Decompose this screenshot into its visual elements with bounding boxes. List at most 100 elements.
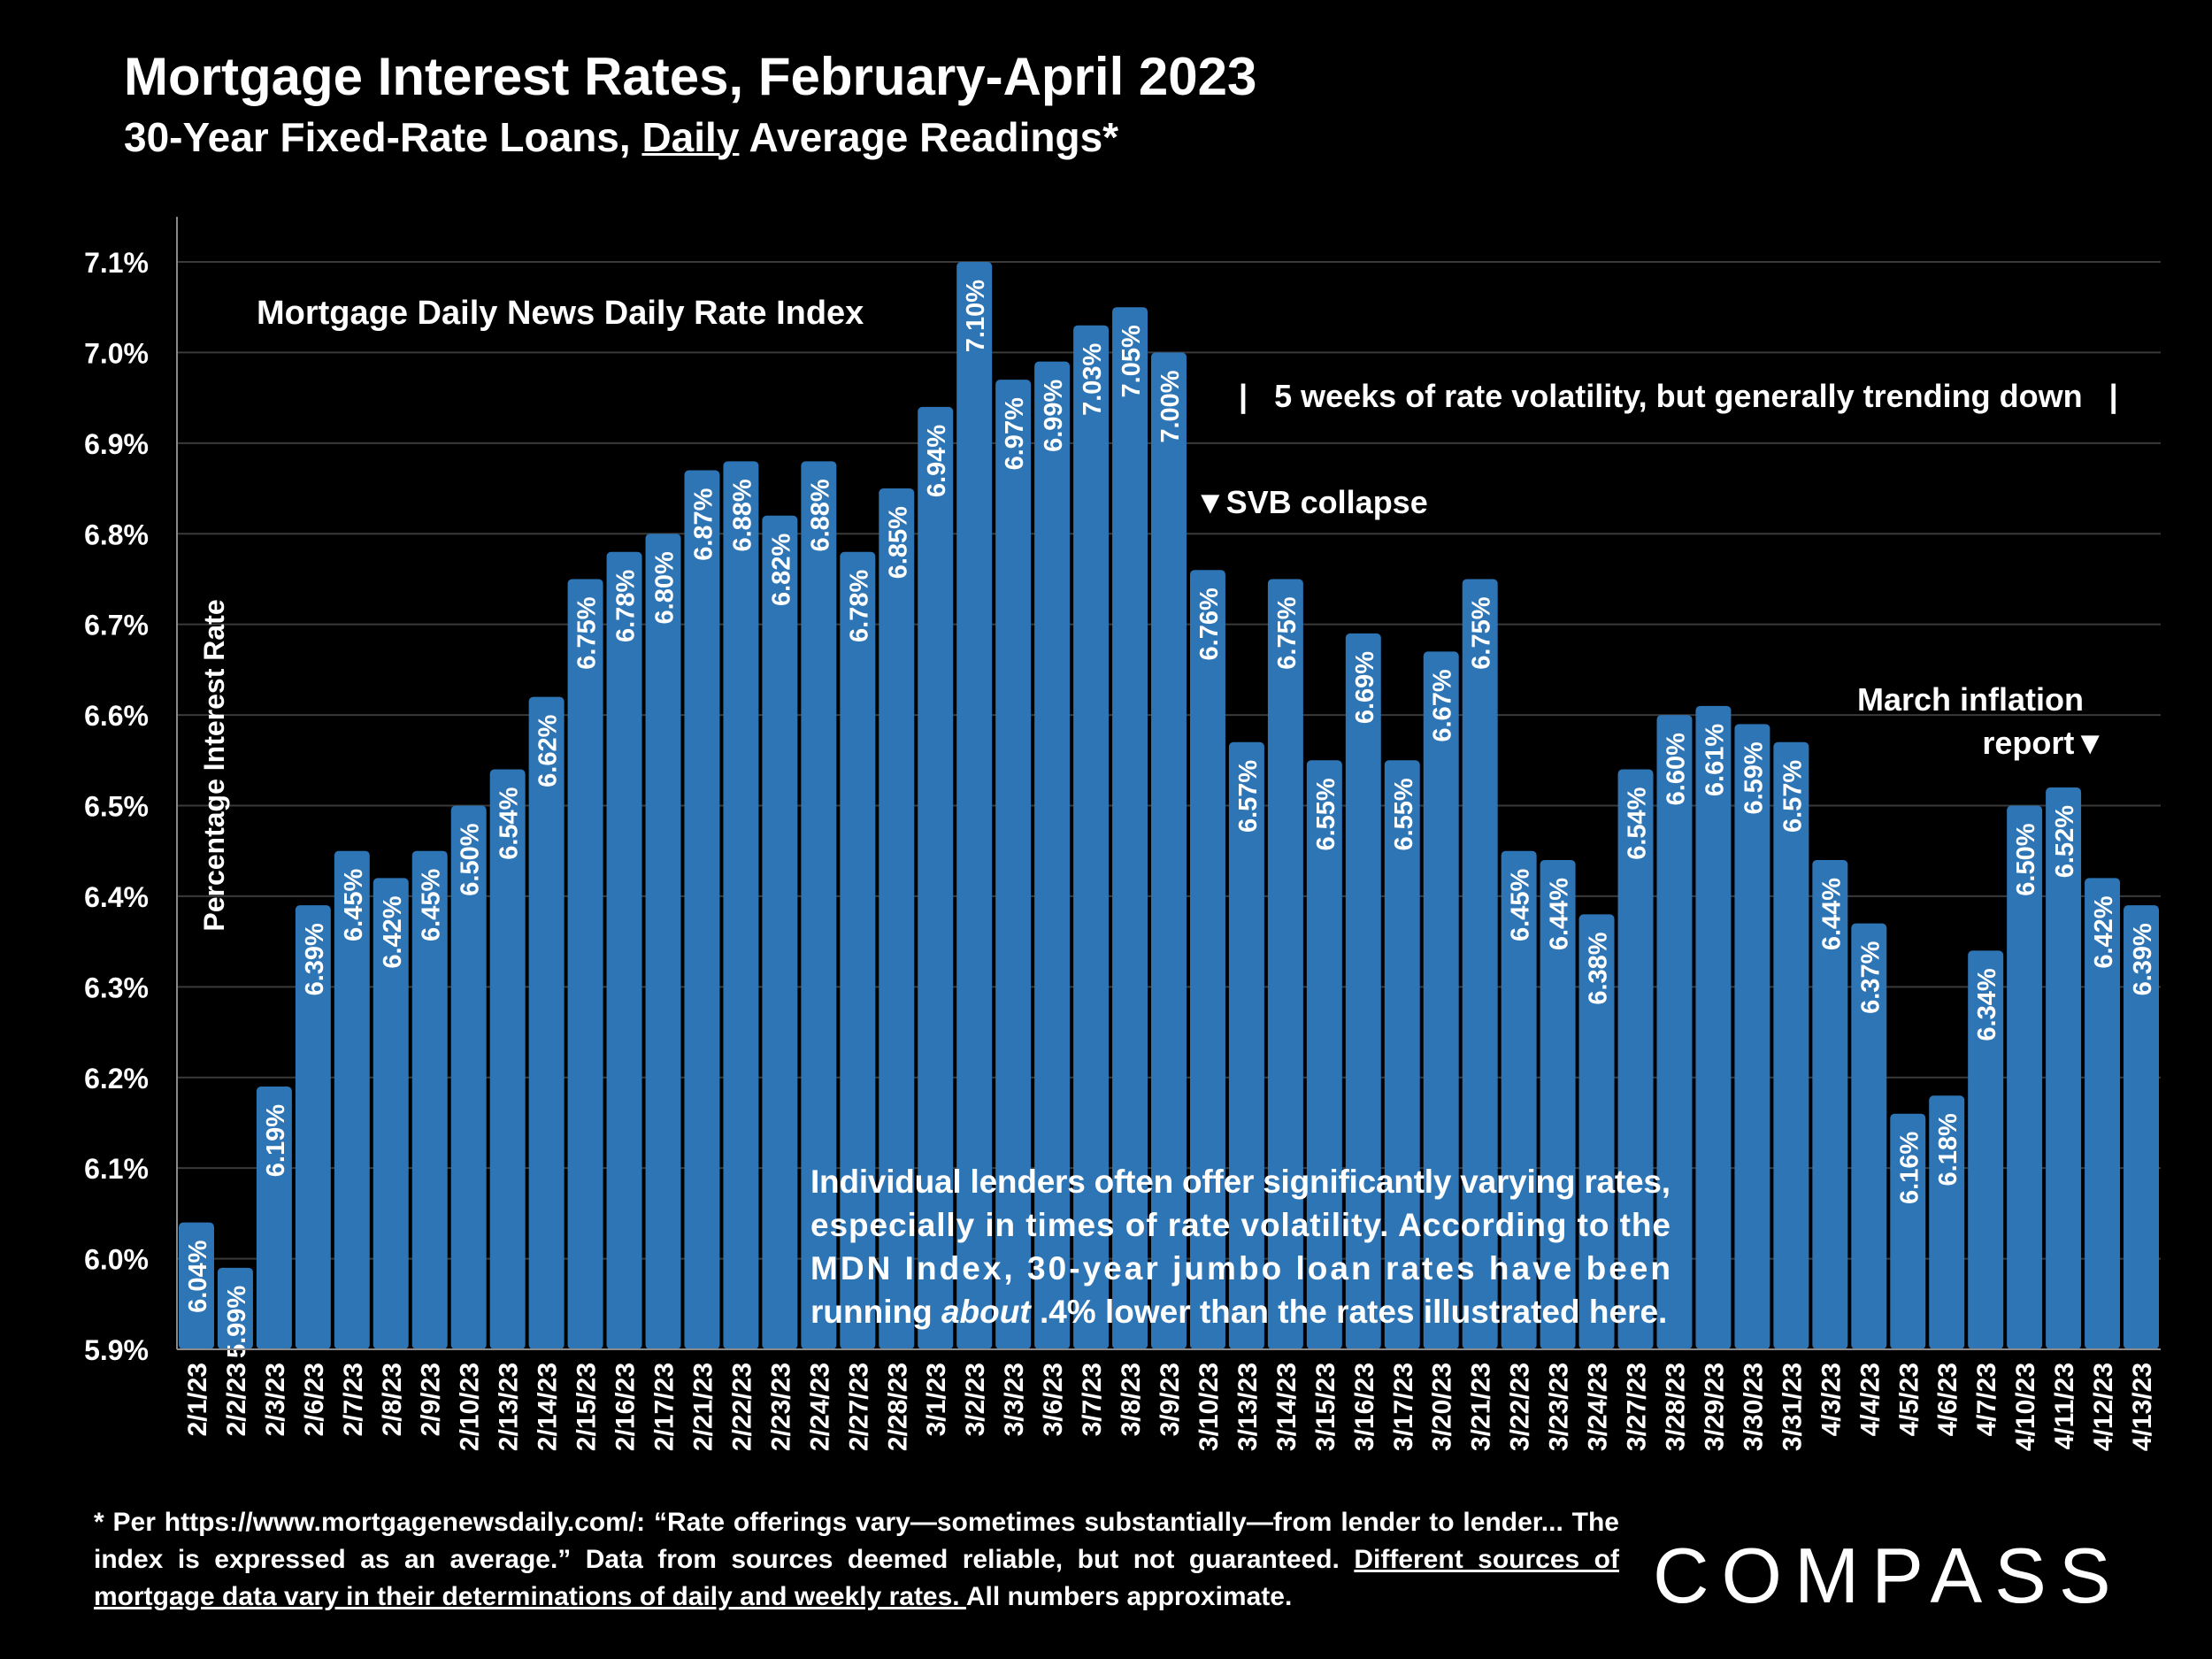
x-tick-label: 3/30/23: [1739, 1363, 1768, 1451]
bar: [1073, 325, 1110, 1350]
y-axis: 5.9% 6.0% 6.1% 6.2% 6.3% 6.4% 6.5% 6.6% 6.7% 6.8%…: [84, 217, 230, 1366]
x-tick-label: 2/10/23: [456, 1363, 485, 1451]
y-tick-label: 6.3%: [84, 972, 149, 1003]
data-label: 6.42%: [379, 895, 407, 968]
compass-logo: COMPASS: [1653, 1532, 2124, 1619]
bar: [1578, 914, 1615, 1349]
x-tick-label: 3/24/23: [1584, 1363, 1613, 1451]
data-label: 6.57%: [1778, 760, 1807, 833]
y-tick-label: 6.7%: [84, 610, 149, 641]
bar-chart: 6.04% 5.99% 6.19% 6.39% 6.45% 6.42% 6.45% 6.50%…: [84, 217, 2161, 1451]
bar: [1112, 307, 1148, 1349]
x-tick-label: 2/22/23: [727, 1363, 757, 1451]
y-tick-label: 7.0%: [84, 337, 149, 369]
x-tick-label: 2/1/23: [183, 1363, 212, 1436]
footnote-main: * Per https://www.mortgagenewsdaily.com/…: [94, 1508, 1619, 1574]
x-tick-label: 3/6/23: [1039, 1363, 1068, 1436]
y-axis-label: Percentage Interest Rate: [198, 599, 230, 931]
x-tick-label: 3/31/23: [1778, 1363, 1807, 1451]
data-label: 6.88%: [806, 479, 834, 551]
data-label: 6.59%: [1740, 741, 1768, 814]
data-label: 6.55%: [1312, 778, 1340, 850]
data-label: 6.87%: [689, 488, 718, 560]
data-label: 6.88%: [728, 479, 757, 551]
data-label: 6.44%: [1546, 878, 1574, 950]
bar: [2124, 905, 2159, 1349]
bar: [995, 380, 1032, 1350]
x-tick-label: 2/14/23: [534, 1363, 563, 1451]
x-tick-label: 3/9/23: [1156, 1363, 1185, 1436]
bar: [411, 850, 448, 1349]
bar: [567, 579, 603, 1349]
bar: [1812, 859, 1848, 1349]
data-label: 6.62%: [534, 714, 563, 787]
x-tick-label: 2/27/23: [844, 1363, 873, 1451]
data-label: 6.85%: [884, 506, 912, 579]
bar: [879, 488, 915, 1349]
x-tick-label: 3/13/23: [1233, 1363, 1263, 1451]
x-tick-label: 2/6/23: [300, 1363, 329, 1436]
data-label: 6.34%: [1973, 968, 2001, 1041]
note-text: .4% lower than the rates illustrated her…: [1031, 1294, 1668, 1330]
x-tick-label: 3/15/23: [1311, 1363, 1340, 1451]
x-tick-label: 3/10/23: [1194, 1363, 1224, 1451]
svb-annotation: ▼SVB collapse: [1194, 484, 1428, 520]
data-label: 6.55%: [1390, 778, 1418, 850]
bar: [645, 534, 681, 1349]
data-label: 7.05%: [1118, 325, 1146, 397]
data-label: 6.94%: [923, 425, 951, 497]
bar: [918, 406, 954, 1349]
data-label: 6.97%: [1001, 397, 1029, 470]
bar: [373, 878, 409, 1349]
x-tick-label: 3/2/23: [961, 1363, 990, 1436]
bar: [450, 805, 487, 1349]
data-label: 6.57%: [1234, 760, 1263, 833]
bar: [762, 515, 798, 1349]
bar: [1617, 769, 1654, 1349]
bar: [1695, 705, 1732, 1349]
data-label: 6.39%: [2129, 923, 2157, 995]
bar: [1267, 579, 1303, 1349]
bar: [2046, 787, 2082, 1349]
y-tick-label: 6.2%: [84, 1063, 149, 1094]
x-tick-label: 2/8/23: [378, 1363, 407, 1436]
footnote-underlined: Different sources of mortgage data vary …: [94, 1545, 1619, 1611]
x-tick-label: 4/4/23: [1855, 1363, 1885, 1436]
note-line: running about .4% lower than the rates i…: [810, 1294, 1667, 1330]
inflation-annotation-line2: report▼: [1982, 725, 2106, 761]
y-tick-label: 6.1%: [84, 1153, 149, 1185]
bar: [1968, 950, 2004, 1349]
bar: [1540, 859, 1576, 1349]
inflation-annotation-line1: March inflation: [1857, 681, 2084, 718]
x-tick-label: 3/8/23: [1117, 1363, 1146, 1436]
x-tick-label: 2/15/23: [572, 1363, 602, 1451]
x-tick-label: 4/6/23: [1933, 1363, 1962, 1436]
x-tick-label: 3/27/23: [1623, 1363, 1652, 1451]
x-tick-label: 3/17/23: [1389, 1363, 1418, 1451]
x-tick-label: 4/5/23: [1894, 1363, 1924, 1436]
bar: [1773, 741, 1809, 1349]
chart-inner-title: Mortgage Daily News Daily Rate Index: [257, 295, 864, 332]
bar: [334, 850, 370, 1349]
x-tick-label: 2/7/23: [339, 1363, 368, 1436]
x-tick-label: 2/13/23: [495, 1363, 524, 1451]
x-tick-label: 3/28/23: [1661, 1363, 1690, 1451]
x-tick-label: 3/21/23: [1467, 1363, 1496, 1451]
data-label: 6.50%: [457, 823, 485, 895]
x-tick-label: 2/21/23: [688, 1363, 718, 1451]
note-text: running: [810, 1294, 941, 1330]
data-label: 6.45%: [1507, 869, 1535, 941]
data-label: 6.44%: [1817, 878, 1846, 950]
x-tick-label: 3/29/23: [1700, 1363, 1729, 1451]
x-axis: 2/1/23 2/2/23 2/3/23 2/6/23 2/7/23 2/8/23 2/9/…: [177, 1348, 2161, 1451]
data-label: 6.75%: [1273, 596, 1302, 669]
y-tick-label: 6.5%: [84, 791, 149, 823]
y-tick-label: 5.9%: [84, 1334, 149, 1366]
x-tick-label: 2/17/23: [650, 1363, 680, 1451]
x-tick-label: 2/2/23: [222, 1363, 251, 1436]
data-label: 6.52%: [2051, 805, 2079, 878]
x-tick-label: 2/9/23: [417, 1363, 446, 1436]
note-line: especially in times of rate volatility. …: [810, 1207, 1671, 1243]
note-line: MDN Index, 30-year jumbo loan rates have…: [810, 1250, 1671, 1286]
data-label: 6.18%: [1934, 1113, 1962, 1186]
